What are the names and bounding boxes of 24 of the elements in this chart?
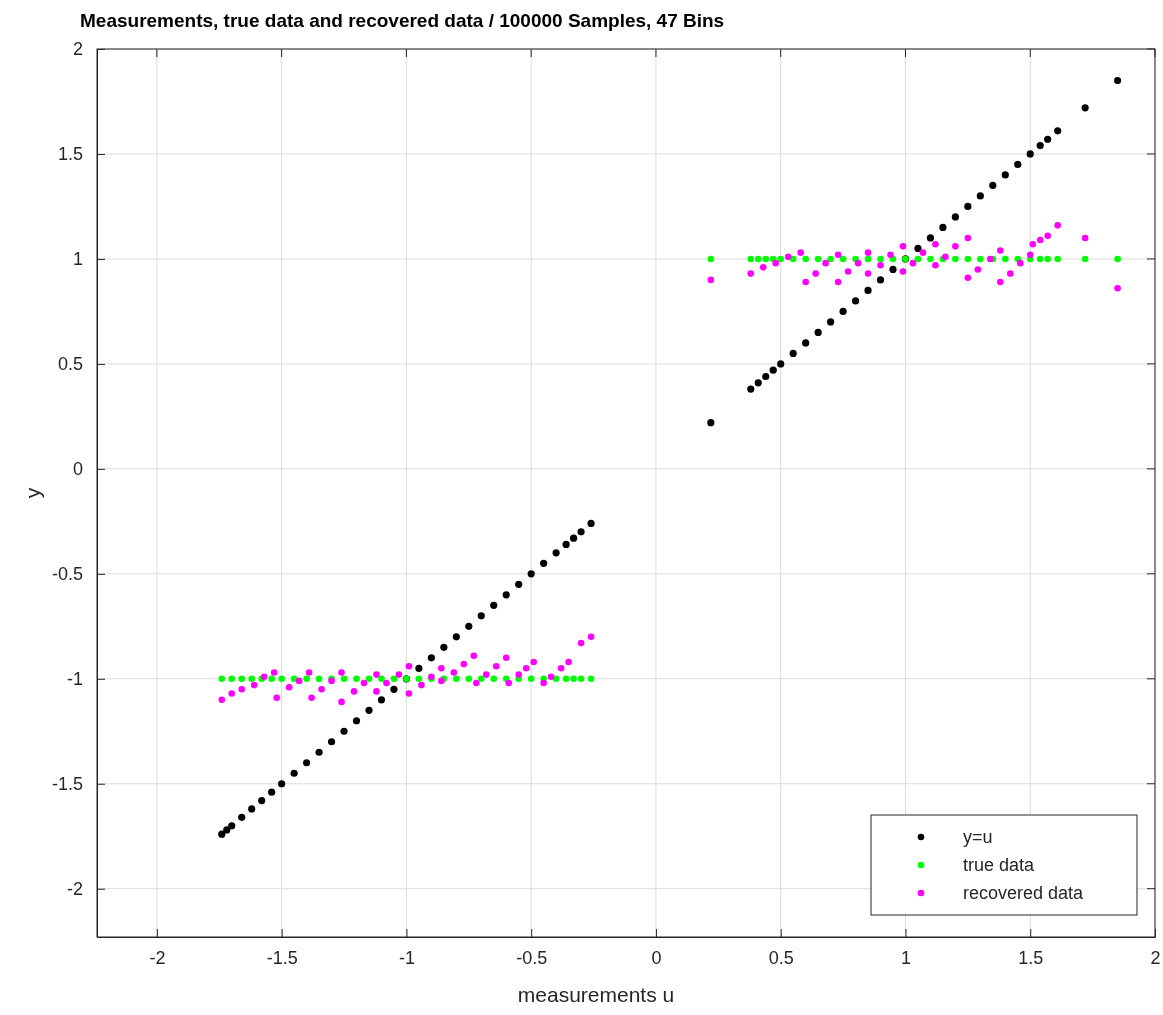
x-tick-label: -1	[398, 947, 415, 968]
x-tick-label: 0.5	[768, 947, 794, 968]
x-tick-label: 2	[1150, 947, 1161, 968]
y-tick-label: -1	[66, 669, 83, 690]
legend-label: y=u	[963, 827, 993, 847]
y-tick-label: -1.5	[51, 774, 83, 795]
y-tick-label: -2	[66, 878, 83, 899]
y-axis-title: y	[21, 487, 44, 499]
chart-title: Measurements, true data and recovered data / 100000 Samples, 47 Bins	[80, 10, 725, 31]
legend-label: recovered data	[963, 883, 1085, 903]
legend-label: true data	[963, 855, 1036, 875]
x-tick-label: -0.5	[516, 947, 548, 968]
x-tick-label: -2	[149, 947, 166, 968]
y-tick-label: -0.5	[51, 564, 83, 585]
y-tick-label: 0	[72, 459, 83, 480]
y-tick-label: 1	[72, 249, 83, 270]
x-tick-label: 1.5	[1018, 947, 1044, 968]
x-axis-title: measurements u	[517, 983, 675, 1006]
y-tick-label: 0.5	[57, 354, 83, 375]
x-tick-label: 0	[651, 947, 662, 968]
y-tick-label: 2	[72, 39, 83, 60]
x-tick-label: -1.5	[266, 947, 298, 968]
x-tick-label: 1	[900, 947, 911, 968]
y-tick-label: 1.5	[57, 144, 83, 165]
